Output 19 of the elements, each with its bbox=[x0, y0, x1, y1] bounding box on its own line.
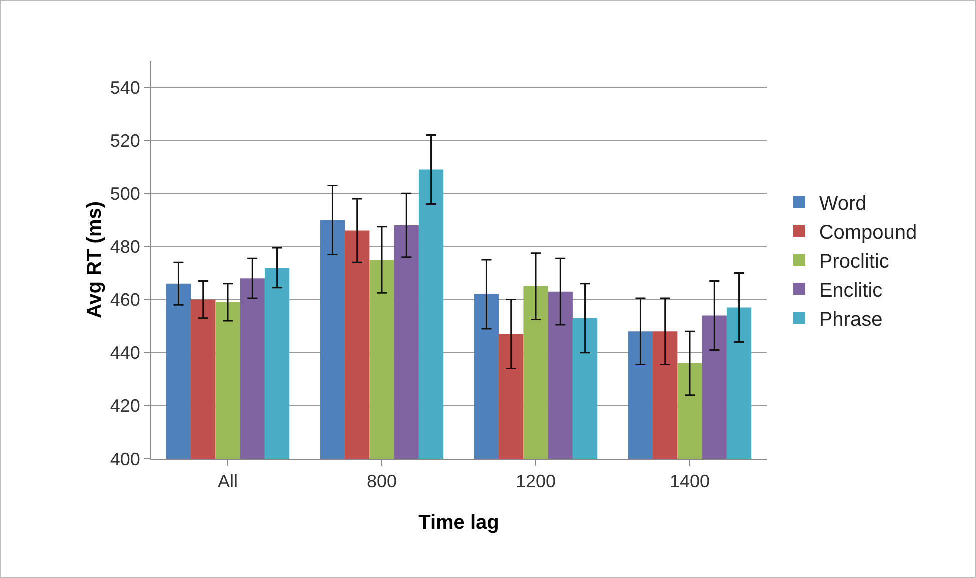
y-tick-label: 520 bbox=[110, 130, 140, 151]
legend-label: Compound bbox=[819, 222, 918, 244]
legend-label: Word bbox=[819, 192, 867, 215]
x-axis-title: Time lag bbox=[418, 512, 500, 534]
x-tick-label: 800 bbox=[366, 472, 398, 492]
x-tick-label: 1200 bbox=[516, 472, 556, 492]
y-tick-label: 420 bbox=[110, 396, 140, 416]
y-tick-label: 400 bbox=[110, 449, 140, 470]
legend-label: Proclitic bbox=[819, 250, 890, 273]
y-tick-label: 460 bbox=[110, 290, 140, 310]
y-tick-label: 500 bbox=[110, 184, 140, 204]
y-axis-title: Avg RT (ms) bbox=[84, 201, 106, 319]
y-tick-label: 480 bbox=[110, 237, 140, 258]
legend-label: Enclitic bbox=[819, 280, 883, 302]
y-tick-label: 440 bbox=[110, 343, 140, 364]
x-tick-label: All bbox=[218, 472, 238, 492]
legend-label: Phrase bbox=[819, 308, 883, 331]
y-tick-label: 540 bbox=[110, 78, 140, 98]
x-tick-label: 1400 bbox=[670, 472, 710, 492]
